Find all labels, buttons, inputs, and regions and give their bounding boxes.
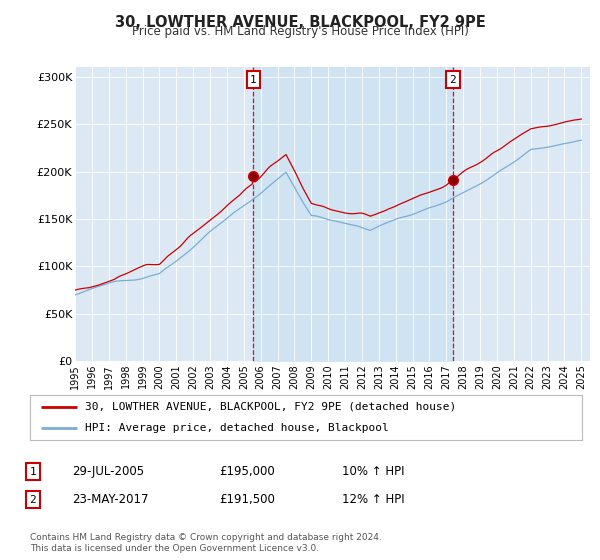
Text: 23-MAY-2017: 23-MAY-2017 <box>72 493 149 506</box>
Text: 10% ↑ HPI: 10% ↑ HPI <box>342 465 404 478</box>
Text: 2: 2 <box>29 494 37 505</box>
Text: Contains HM Land Registry data © Crown copyright and database right 2024.
This d: Contains HM Land Registry data © Crown c… <box>30 533 382 553</box>
Text: £195,000: £195,000 <box>219 465 275 478</box>
Text: 29-JUL-2005: 29-JUL-2005 <box>72 465 144 478</box>
Text: 30, LOWTHER AVENUE, BLACKPOOL, FY2 9PE (detached house): 30, LOWTHER AVENUE, BLACKPOOL, FY2 9PE (… <box>85 402 457 412</box>
Text: 30, LOWTHER AVENUE, BLACKPOOL, FY2 9PE: 30, LOWTHER AVENUE, BLACKPOOL, FY2 9PE <box>115 15 485 30</box>
Text: £191,500: £191,500 <box>219 493 275 506</box>
Text: 1: 1 <box>29 466 37 477</box>
Text: 2: 2 <box>449 74 456 85</box>
Text: 12% ↑ HPI: 12% ↑ HPI <box>342 493 404 506</box>
Text: HPI: Average price, detached house, Blackpool: HPI: Average price, detached house, Blac… <box>85 422 389 432</box>
Text: Price paid vs. HM Land Registry's House Price Index (HPI): Price paid vs. HM Land Registry's House … <box>131 25 469 38</box>
Text: 1: 1 <box>250 74 257 85</box>
